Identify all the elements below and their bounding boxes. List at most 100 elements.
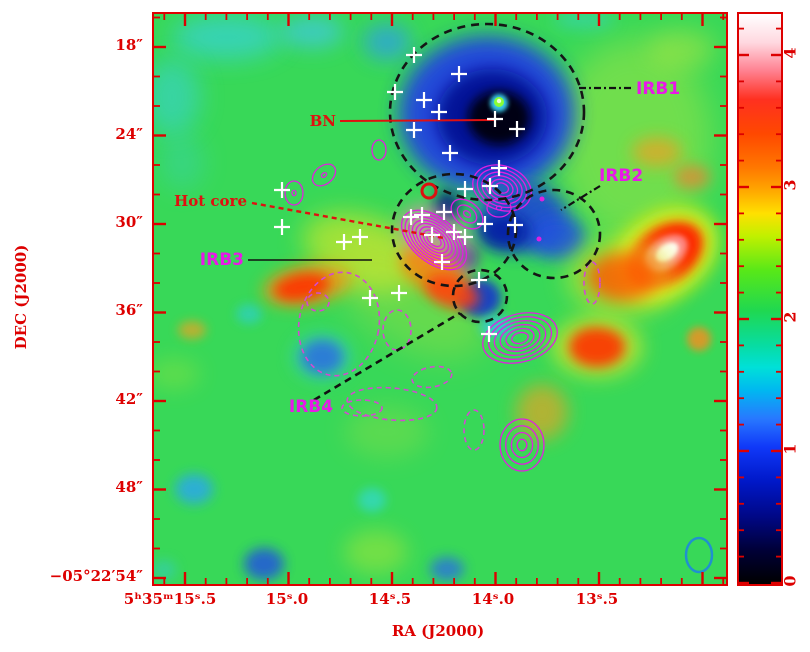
x-tick-label: 5ʰ35ᵐ15ˢ.5	[123, 590, 217, 608]
intensity-blob	[363, 24, 411, 60]
sky-map-svg: IRB1 IRB2 IRB3 IRB4 BN Hot core	[154, 14, 726, 584]
magenta-dot-marker	[536, 236, 542, 242]
source-cross-marker	[431, 104, 447, 120]
contour-line	[371, 139, 387, 161]
contour-line	[490, 178, 514, 198]
intensity-blob	[154, 560, 176, 580]
red-circle-marker	[420, 182, 438, 200]
label-bn: BN	[310, 112, 337, 130]
label-irb2: IRB2	[599, 166, 643, 186]
source-cross-marker	[391, 285, 407, 301]
dashed-contour-line	[346, 386, 438, 422]
beam-ellipse	[684, 536, 714, 574]
contour-line	[404, 212, 464, 268]
sky-map: IRB1 IRB2 IRB3 IRB4 BN Hot core	[152, 12, 728, 586]
source-cross-marker	[471, 272, 487, 288]
y-tick-label: 18″	[115, 36, 143, 54]
x-tick-label: 15ˢ.0	[265, 590, 309, 608]
intensity-blob	[587, 253, 657, 301]
source-cross-marker	[414, 207, 430, 223]
contour-line	[505, 327, 535, 349]
source-cross-marker	[436, 204, 452, 220]
y-tick-label: 24″	[115, 124, 143, 143]
intensity-blob	[529, 215, 585, 259]
contour-group	[311, 163, 337, 187]
source-cross-marker	[406, 47, 422, 63]
intensity-blob	[496, 98, 502, 104]
intensity-blob	[358, 488, 386, 512]
colorbar-tick-label: 1	[780, 443, 800, 455]
contour-line	[493, 320, 547, 356]
contour-line	[400, 209, 468, 271]
source-cross-marker	[457, 229, 473, 245]
intensity-blob	[569, 327, 625, 367]
source-cross-marker	[482, 178, 498, 194]
y-axis-title: DEC (J2000)	[12, 244, 30, 350]
colorbar-tick-label: 4	[780, 47, 800, 59]
intensity-blob	[648, 29, 716, 69]
source-cross-marker	[424, 227, 440, 243]
contour-line	[415, 222, 453, 258]
contour-line	[320, 171, 328, 179]
contour-group	[284, 180, 304, 206]
contour-line	[311, 163, 337, 187]
contour-group	[499, 418, 545, 472]
x-tick-label: 13ˢ.5	[575, 590, 619, 608]
intensity-blob	[687, 327, 711, 351]
y-tick-label: 42″	[115, 389, 143, 408]
contour-line	[516, 438, 528, 452]
label-irb1: IRB1	[636, 79, 680, 99]
intensity-blob	[154, 358, 200, 390]
region-circle-irb2	[506, 188, 602, 280]
source-cross-marker	[481, 326, 497, 342]
irb4-line	[313, 311, 461, 402]
source-cross-marker	[491, 160, 507, 176]
contour-line	[450, 198, 484, 230]
source-cross-marker	[507, 217, 523, 233]
contour-line	[419, 226, 449, 254]
magenta-dot-marker	[539, 196, 545, 202]
dashed-contour-line	[297, 271, 381, 377]
intensity-blob	[345, 406, 429, 458]
source-cross-marker	[274, 182, 290, 198]
source-cross-marker	[406, 122, 422, 138]
contour-line	[284, 180, 304, 206]
region-circle-irb1	[388, 22, 586, 202]
source-cross-marker	[336, 234, 352, 250]
colorbar-tick-label: 2	[780, 311, 800, 323]
label-irb4: IRB4	[289, 397, 333, 417]
contour-line	[456, 204, 478, 224]
label-hot-core: Hot core	[174, 192, 247, 210]
intensity-blob	[674, 165, 710, 189]
intensity-blob	[154, 59, 200, 135]
contour-line	[511, 331, 529, 345]
source-cross-marker	[362, 290, 378, 306]
source-cross-marker	[387, 84, 403, 100]
intensity-blob	[301, 340, 343, 374]
intensity-blob	[244, 548, 284, 580]
intensity-blob	[425, 274, 479, 310]
contour-line	[411, 219, 457, 261]
x-tick-label: 14ˢ.0	[471, 590, 515, 608]
contour-line	[462, 210, 472, 218]
colorbar	[737, 12, 783, 586]
source-cross-marker	[451, 66, 467, 82]
intensity-blob	[430, 557, 464, 581]
intensity-blob	[274, 273, 330, 301]
contour-line	[510, 431, 534, 459]
contour-line	[499, 418, 545, 472]
source-cross-marker	[457, 181, 473, 197]
intensity-blob	[516, 384, 568, 440]
label-irb3: IRB3	[200, 250, 244, 270]
intensity-blob	[236, 304, 262, 324]
hot-core-line	[251, 201, 445, 240]
dashed-contour-line	[306, 292, 330, 312]
contour-line	[481, 171, 523, 205]
contour-group	[371, 139, 387, 161]
intensity-blob	[172, 15, 282, 59]
intensity-blob	[280, 16, 344, 48]
source-cross-marker	[416, 92, 432, 108]
intensity-blob	[160, 134, 204, 190]
dashed-contour-line	[411, 365, 453, 389]
